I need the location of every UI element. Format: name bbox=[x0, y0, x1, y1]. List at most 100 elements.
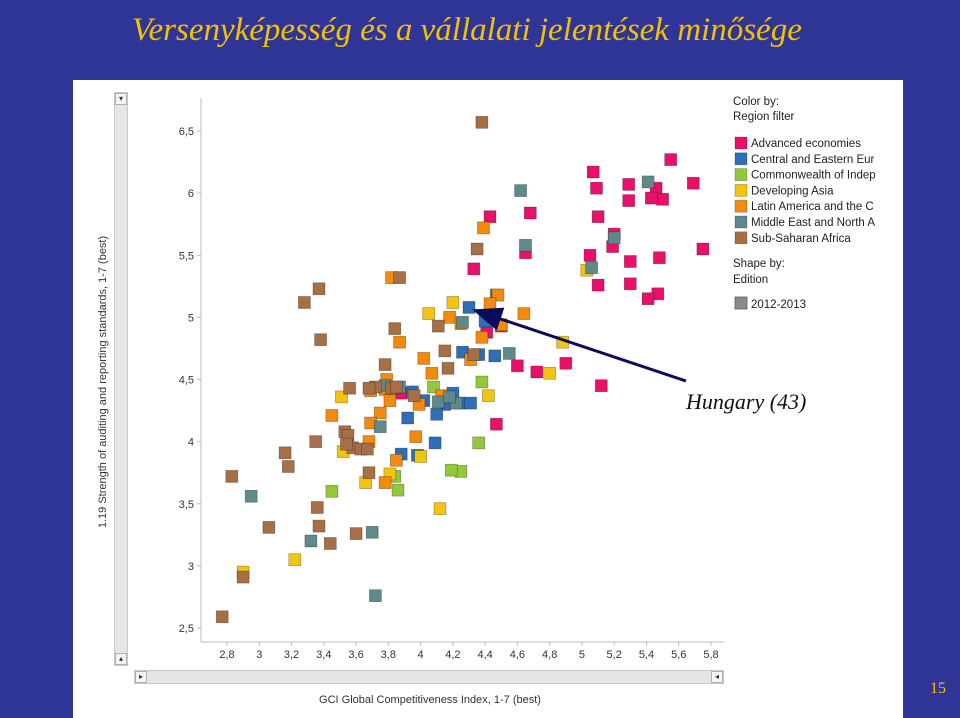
data-point[interactable] bbox=[430, 407, 444, 421]
data-point[interactable] bbox=[483, 297, 497, 311]
data-point[interactable] bbox=[388, 322, 402, 335]
data-point[interactable] bbox=[583, 248, 597, 262]
data-point[interactable] bbox=[244, 489, 258, 503]
data-point[interactable] bbox=[462, 301, 476, 314]
data-point[interactable] bbox=[425, 366, 439, 380]
data-point[interactable] bbox=[511, 359, 524, 373]
data-point[interactable] bbox=[591, 210, 605, 224]
data-point[interactable] bbox=[523, 206, 537, 220]
data-point[interactable] bbox=[441, 361, 455, 375]
data-point[interactable] bbox=[362, 381, 376, 395]
data-point[interactable] bbox=[530, 365, 544, 379]
data-point[interactable] bbox=[559, 356, 573, 370]
data-point[interactable] bbox=[401, 411, 415, 425]
data-point[interactable] bbox=[470, 242, 484, 256]
data-point[interactable] bbox=[644, 191, 658, 205]
data-point[interactable] bbox=[298, 296, 311, 309]
data-point[interactable] bbox=[422, 307, 436, 320]
data-point[interactable] bbox=[340, 437, 353, 451]
data-point[interactable] bbox=[391, 483, 405, 497]
data-point[interactable] bbox=[446, 296, 460, 309]
data-point[interactable] bbox=[585, 261, 598, 275]
data-point[interactable] bbox=[433, 502, 447, 516]
data-point[interactable] bbox=[543, 366, 557, 380]
data-point[interactable] bbox=[438, 344, 452, 358]
data-point[interactable] bbox=[622, 178, 636, 191]
data-point[interactable] bbox=[431, 319, 445, 333]
data-point[interactable] bbox=[475, 330, 489, 344]
data-point[interactable] bbox=[262, 521, 276, 534]
scroll-left-button[interactable]: ▸ bbox=[135, 671, 147, 683]
scroll-right-button[interactable]: ◂ bbox=[711, 671, 723, 683]
data-point[interactable] bbox=[464, 396, 477, 410]
horizontal-scrollbar[interactable]: ▸ ◂ bbox=[134, 670, 724, 684]
data-point[interactable] bbox=[514, 184, 527, 197]
data-point[interactable] bbox=[407, 389, 421, 403]
data-point[interactable] bbox=[664, 153, 678, 166]
data-point[interactable] bbox=[288, 553, 302, 567]
data-point[interactable] bbox=[456, 315, 469, 329]
vertical-scrollbar[interactable]: ▾ ▴ bbox=[114, 92, 128, 666]
data-point[interactable] bbox=[656, 192, 669, 206]
data-point[interactable] bbox=[390, 453, 403, 467]
data-point[interactable] bbox=[281, 460, 295, 473]
data-point[interactable] bbox=[502, 347, 516, 360]
data-point[interactable] bbox=[475, 375, 489, 389]
data-point[interactable] bbox=[696, 242, 710, 256]
data-point[interactable] bbox=[378, 476, 392, 489]
data-point[interactable] bbox=[325, 484, 339, 498]
data-point[interactable] bbox=[623, 255, 637, 268]
data-point[interactable] bbox=[641, 175, 655, 189]
data-point[interactable] bbox=[519, 238, 532, 252]
data-point[interactable] bbox=[349, 527, 363, 540]
data-point[interactable] bbox=[482, 389, 495, 403]
data-point[interactable] bbox=[390, 380, 403, 394]
data-point[interactable] bbox=[622, 194, 636, 207]
data-point[interactable] bbox=[414, 450, 427, 463]
data-point[interactable] bbox=[343, 381, 356, 395]
data-point[interactable] bbox=[443, 390, 456, 404]
data-point[interactable] bbox=[304, 534, 318, 548]
data-point[interactable] bbox=[373, 420, 387, 434]
data-point[interactable] bbox=[641, 292, 655, 306]
data-point[interactable] bbox=[373, 406, 387, 420]
data-point[interactable] bbox=[478, 314, 492, 328]
data-point[interactable] bbox=[278, 446, 292, 460]
data-point[interactable] bbox=[393, 335, 406, 349]
data-point[interactable] bbox=[477, 221, 490, 235]
data-point[interactable] bbox=[586, 165, 600, 179]
data-point[interactable] bbox=[591, 278, 605, 292]
data-point[interactable] bbox=[623, 277, 637, 291]
scroll-down-button[interactable]: ▴ bbox=[115, 653, 127, 665]
data-point[interactable] bbox=[607, 231, 621, 245]
data-point[interactable] bbox=[472, 436, 486, 450]
data-point[interactable] bbox=[236, 570, 250, 584]
data-point[interactable] bbox=[467, 348, 481, 361]
data-point[interactable] bbox=[314, 333, 327, 347]
data-point[interactable] bbox=[517, 307, 531, 320]
data-point[interactable] bbox=[378, 358, 392, 371]
data-point[interactable] bbox=[467, 262, 481, 276]
data-point[interactable] bbox=[417, 352, 431, 365]
data-point[interactable] bbox=[483, 210, 497, 224]
data-point[interactable] bbox=[488, 349, 502, 363]
data-point[interactable] bbox=[490, 417, 503, 431]
data-point[interactable] bbox=[323, 537, 337, 550]
data-point[interactable] bbox=[653, 251, 666, 265]
data-point[interactable] bbox=[310, 501, 324, 514]
data-point[interactable] bbox=[325, 409, 339, 422]
data-point[interactable] bbox=[590, 181, 603, 195]
data-point[interactable] bbox=[428, 436, 442, 450]
data-point[interactable] bbox=[312, 519, 326, 533]
data-point[interactable] bbox=[443, 311, 456, 324]
data-point[interactable] bbox=[312, 282, 326, 296]
data-point[interactable] bbox=[361, 442, 374, 456]
data-point[interactable] bbox=[409, 430, 423, 444]
data-point[interactable] bbox=[594, 379, 608, 393]
data-point[interactable] bbox=[309, 435, 323, 448]
data-point[interactable] bbox=[365, 525, 379, 539]
data-point[interactable] bbox=[362, 466, 376, 480]
data-point[interactable] bbox=[383, 394, 397, 407]
data-point[interactable] bbox=[369, 589, 382, 603]
data-point[interactable] bbox=[393, 271, 406, 284]
